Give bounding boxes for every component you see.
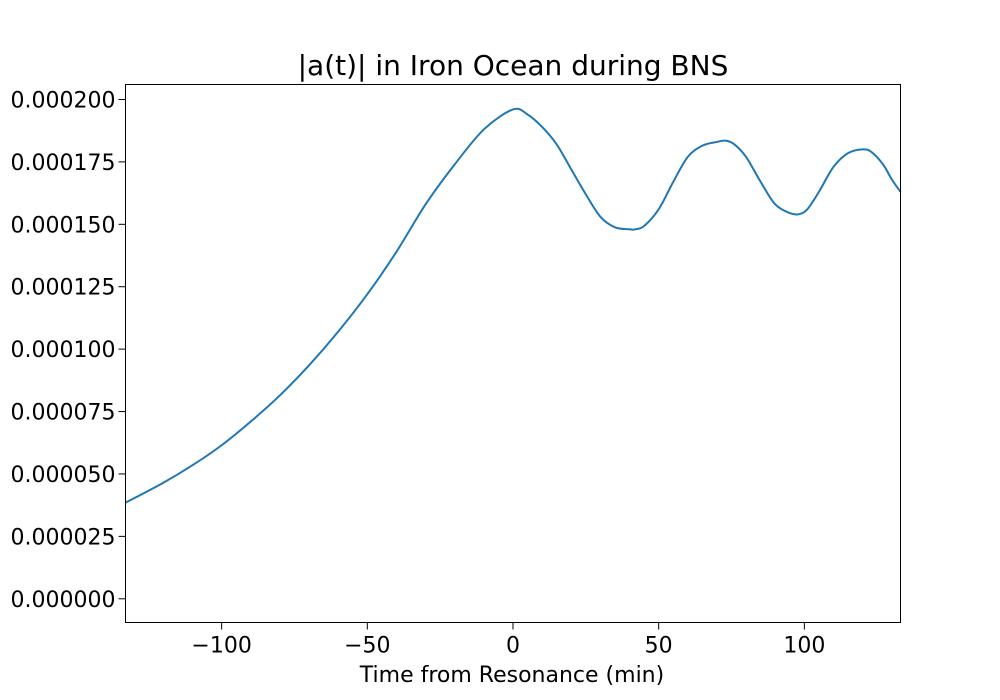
x-axis: −100 −50 0 50 100 [191,622,825,659]
x-tick-label: 0 [506,634,520,659]
y-tick-label: 0.000200 [11,88,116,113]
x-tick-label: −50 [344,634,390,659]
y-tick-label: 0.000075 [11,401,116,426]
y-tick-label: 0.000150 [11,213,116,238]
y-tick-label: 0.000125 [11,276,116,301]
x-tick-label: 100 [783,634,825,659]
chart-title: |a(t)| in Iron Ocean during BNS [298,49,729,82]
y-tick-label: 0.000175 [11,151,116,176]
x-tick-label: 50 [645,634,673,659]
x-axis-label: Time from Resonance (min) [359,663,664,688]
y-tick-label: 0.000050 [11,463,116,488]
plot-frame [125,84,901,623]
y-tick-label: 0.000000 [11,588,116,613]
y-tick-label: 0.000100 [11,338,116,363]
x-tick-label: −100 [191,634,251,659]
series-layer [125,107,902,504]
y-axis: 0.000000 0.000025 0.000050 0.000075 0.000100… [11,88,126,613]
y-tick-label: 0.000025 [11,525,116,550]
series-line-0 [125,107,902,504]
